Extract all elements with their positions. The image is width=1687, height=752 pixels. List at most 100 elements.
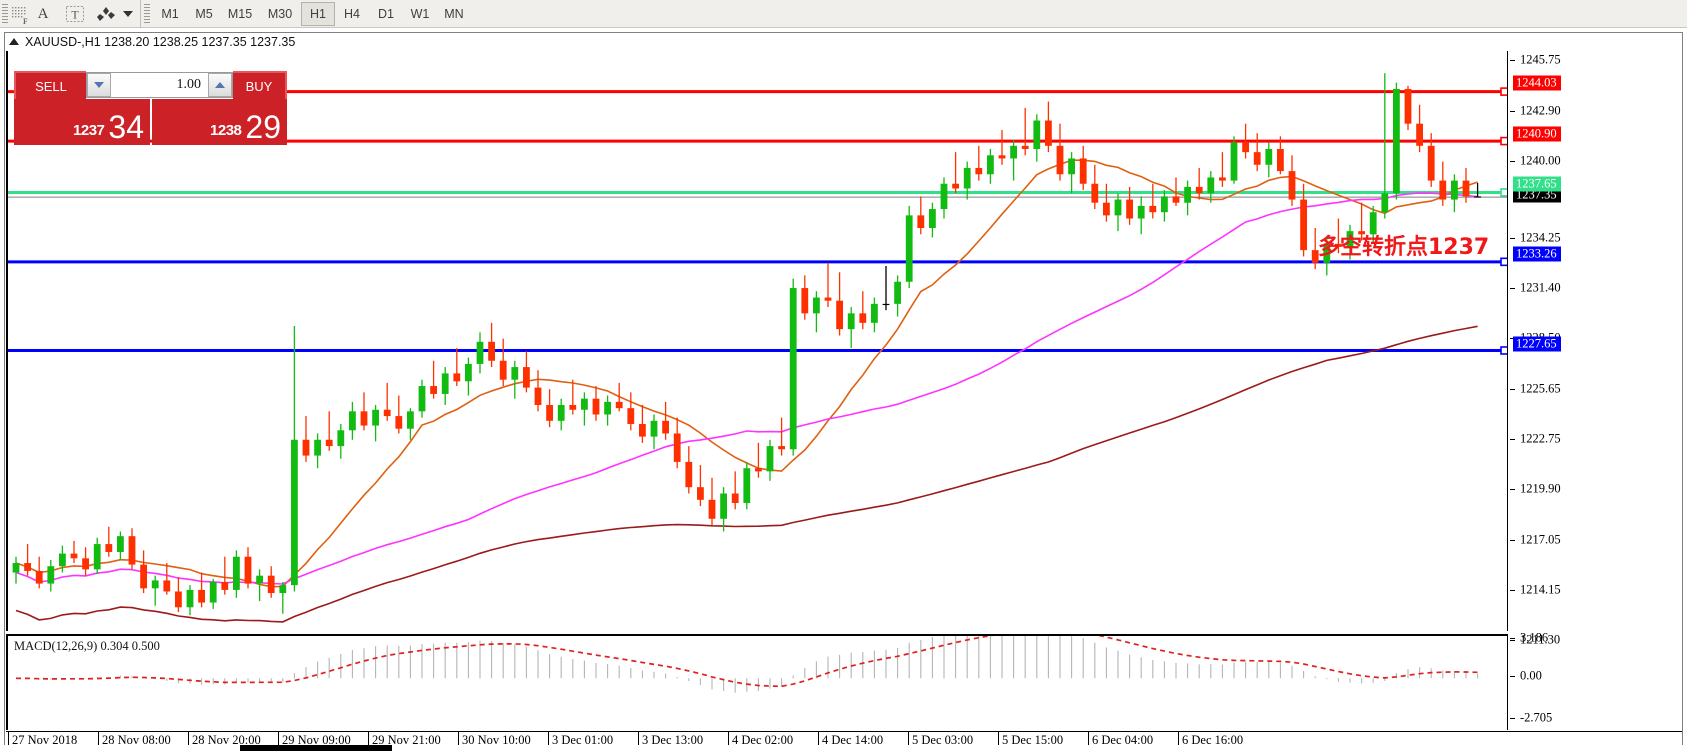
candle [349, 401, 356, 440]
candle [70, 540, 78, 564]
candle [755, 442, 762, 478]
time-axis[interactable]: 27 Nov 2018 28 Nov 08:00 28 Nov 20:00 29 No… [6, 731, 1682, 749]
candle [1149, 183, 1157, 219]
price-axis-tick [1510, 439, 1515, 440]
candle [975, 145, 983, 181]
candle [1462, 167, 1470, 203]
candle [534, 370, 542, 412]
candle [963, 161, 971, 200]
price-axis-tick [1510, 161, 1515, 162]
text-a-icon[interactable]: A [37, 5, 49, 22]
candle [1277, 136, 1284, 175]
candle [465, 357, 472, 396]
candle [1126, 186, 1133, 225]
price-axis-label: 1240.00 [1520, 153, 1561, 168]
candle [813, 291, 820, 333]
candle [476, 332, 484, 374]
price-axis-tick [1510, 389, 1515, 390]
candle [1311, 228, 1319, 270]
candle [372, 405, 379, 442]
candle [1451, 174, 1458, 213]
timeframe-button-m15[interactable]: M15 [227, 7, 253, 21]
price-axis-label: 1231.40 [1520, 280, 1561, 295]
price-chart-pane[interactable]: SELL 1.00 BUY 1237 34 1238 29 多空转折点1237 [6, 51, 1508, 631]
timeframe-button-m5[interactable]: M5 [195, 7, 213, 21]
timeframe-button-mn[interactable]: MN [444, 7, 464, 21]
price-level-label-1237.65[interactable]: 1237.65 [1513, 176, 1561, 192]
price-level-handle[interactable] [1500, 87, 1508, 96]
candle [952, 152, 959, 194]
horizontal-scrollbar[interactable] [4, 745, 1683, 751]
volume-decrease-button[interactable] [87, 73, 111, 97]
price-axis-label: 1222.75 [1520, 431, 1561, 446]
buy-price-quote[interactable]: 1238 29 [152, 99, 287, 145]
candle [233, 550, 240, 598]
candle [523, 351, 530, 393]
price-level-handle[interactable] [1500, 257, 1508, 267]
buy-price-pips: 29 [245, 109, 281, 145]
sell-price-quote[interactable]: 1237 34 [14, 99, 150, 145]
time-axis-label: 4 Dec 14:00 [822, 733, 884, 747]
price-axis[interactable]: 1245.751242.901240.001234.251231.401228.… [1510, 51, 1682, 647]
candle [859, 291, 867, 330]
collapse-triangle-icon[interactable] [9, 38, 19, 45]
candle [105, 526, 113, 557]
volume-stepper[interactable]: 1.00 [86, 72, 233, 98]
shapes-glyph [97, 7, 115, 21]
macd-canvas [15, 636, 1479, 693]
price-level-label-1227.65[interactable]: 1227.65 [1513, 336, 1561, 352]
macd-axis-tick [1510, 676, 1515, 677]
candle [1045, 101, 1052, 153]
price-level-handle[interactable] [1500, 136, 1508, 146]
time-axis-separator [728, 732, 729, 749]
timeframe-button-m30[interactable]: M30 [267, 7, 293, 21]
candle [267, 566, 275, 598]
toolbar-grip-timeframes[interactable] [144, 4, 150, 24]
time-axis-separator [548, 732, 549, 749]
time-axis-label: 27 Nov 2018 [12, 733, 78, 747]
timeframe-button-d1[interactable]: D1 [378, 7, 394, 21]
candle [256, 569, 263, 601]
macd-indicator-pane[interactable]: MACD(12,26,9) 0.304 0.500 [6, 634, 1508, 730]
timeframe-button-h4[interactable]: H4 [344, 7, 360, 21]
time-axis-separator [1178, 732, 1179, 749]
one-click-top-row: SELL 1.00 BUY [14, 71, 287, 99]
sell-button[interactable]: SELL [14, 71, 86, 99]
price-axis-label: 1214.15 [1520, 582, 1561, 597]
candle [1439, 161, 1447, 206]
buy-button[interactable]: BUY [233, 71, 287, 99]
crosshair-f-icon[interactable]: F [10, 3, 36, 25]
candle [1056, 123, 1064, 181]
svg-text:T: T [71, 8, 79, 22]
price-axis-label: 1245.75 [1520, 52, 1561, 67]
candle [1103, 183, 1110, 222]
price-level-handle[interactable] [1500, 346, 1508, 355]
time-axis-label: 6 Dec 16:00 [1182, 733, 1244, 747]
candle [604, 395, 611, 426]
toolbar-grip-left[interactable] [2, 4, 8, 24]
timeframe-button-w1[interactable]: W1 [410, 7, 430, 21]
candle [557, 398, 565, 431]
chevron-down-icon[interactable] [120, 3, 136, 25]
timeframe-button-m1[interactable]: M1 [161, 7, 179, 21]
price-level-label-1233.26[interactable]: 1233.26 [1513, 246, 1561, 262]
candle [35, 556, 43, 589]
shapes-icon[interactable] [94, 3, 118, 25]
volume-value[interactable]: 1.00 [176, 77, 202, 92]
candle [12, 556, 20, 584]
text-label-t-icon[interactable]: T [62, 3, 88, 25]
timeframe-button-h1[interactable]: H1 [301, 2, 335, 26]
price-level-handle[interactable] [1500, 188, 1508, 197]
candle [418, 379, 426, 418]
candle [175, 577, 182, 613]
candle [441, 367, 449, 406]
candle [1416, 104, 1423, 153]
price-level-label-1244.03[interactable]: 1244.03 [1513, 75, 1561, 91]
candle [917, 196, 925, 235]
price-axis-tick [1510, 640, 1515, 641]
time-axis-separator [908, 732, 909, 749]
price-level-label-1240.90[interactable]: 1240.90 [1513, 126, 1561, 142]
candle [163, 563, 171, 595]
scrollbar-thumb[interactable] [240, 745, 392, 751]
volume-increase-button[interactable] [208, 73, 232, 97]
